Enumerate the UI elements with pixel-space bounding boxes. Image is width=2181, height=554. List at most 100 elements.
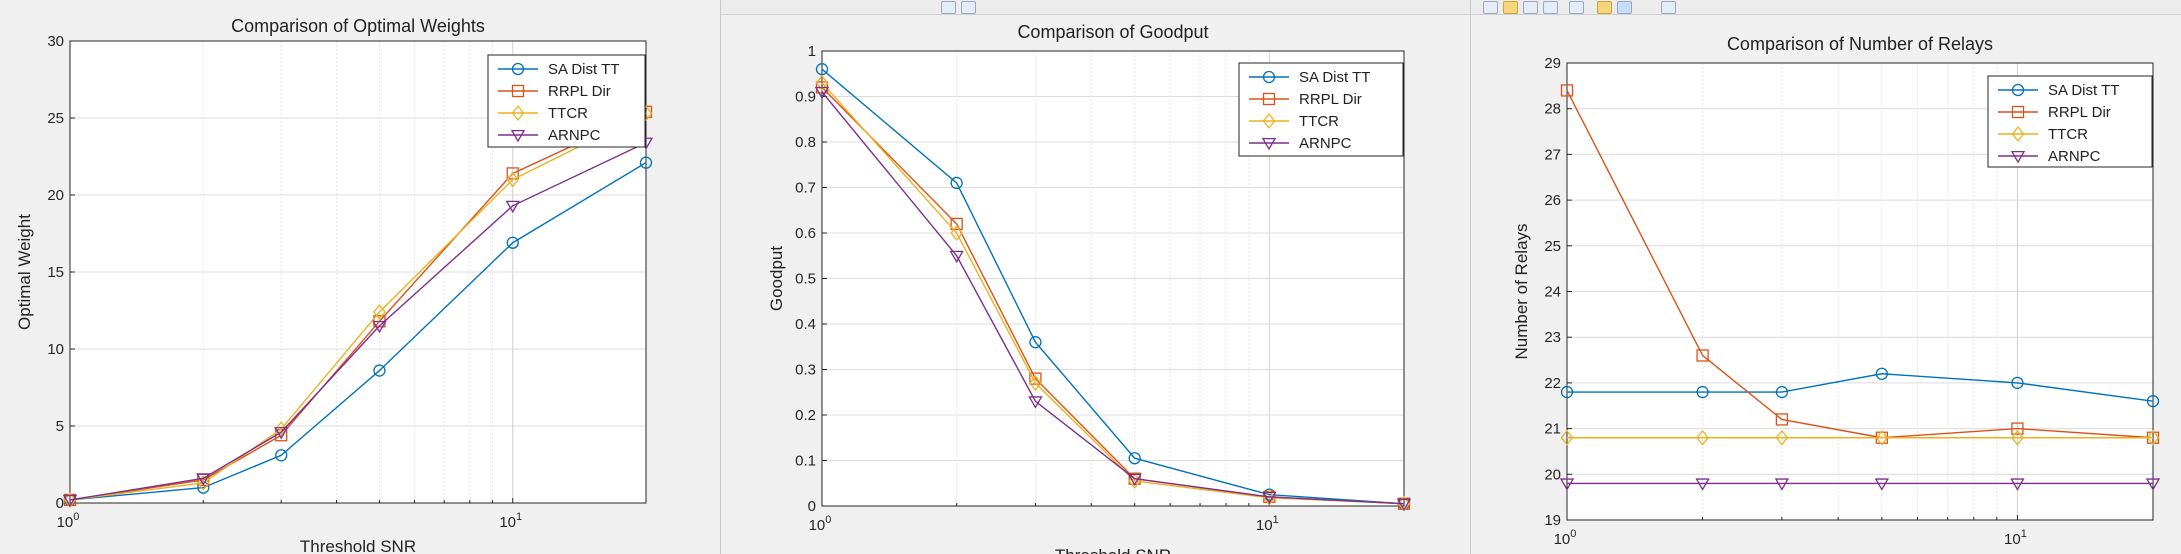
- series-arnpc: [62, 137, 654, 508]
- circle-marker: [950, 176, 963, 190]
- x-tick-label: 101: [2004, 528, 2027, 548]
- square-marker: [950, 217, 963, 231]
- y-tick-label: 0.6: [795, 225, 816, 242]
- series-arnpc: [1559, 478, 2161, 491]
- x-tick-exponent: 0: [825, 514, 831, 526]
- x-tick-label: 100: [1554, 528, 1577, 548]
- y-tick-label: 0.4: [795, 316, 816, 333]
- triangle-marker: [62, 494, 78, 508]
- x-tick-exponent: 0: [1570, 528, 1576, 540]
- y-axis-label: Optimal Weight: [15, 214, 34, 330]
- x-axis-label: Threshold SNR: [1055, 546, 1171, 554]
- diamond-marker: [950, 225, 963, 241]
- triangle-marker: [2010, 150, 2026, 164]
- diamond-marker: [2011, 429, 2024, 446]
- chart-title: Comparison of Goodput: [1017, 22, 1208, 42]
- property-inspector-icon[interactable]: [1661, 1, 1676, 14]
- legend-item: RRPL Dir: [498, 83, 611, 100]
- x-tick-exponent: 1: [516, 511, 522, 523]
- circle-marker: [511, 62, 525, 76]
- print-icon[interactable]: [1543, 1, 1558, 14]
- link-icon[interactable]: [1569, 1, 1584, 14]
- y-tick-label: 0.3: [795, 362, 816, 379]
- save-icon[interactable]: [1523, 1, 1538, 14]
- circle-marker: [1560, 385, 1574, 399]
- circle-marker: [197, 481, 210, 494]
- triangle-marker: [1396, 498, 1412, 512]
- figure-window-number-of-relays: 19 20 21 22 23 24 25 26 27 28 29 100 101 Comparison o…: [1470, 0, 2181, 554]
- series-line: [1567, 373, 2154, 402]
- x-tick-exponent: 1: [2021, 528, 2027, 540]
- triangle-marker: [814, 86, 830, 100]
- y-tick-label: 26: [1544, 192, 1561, 209]
- x-tick-base: 10: [2004, 531, 2021, 548]
- circle-marker: [1262, 70, 1276, 84]
- diamond-marker: [196, 475, 210, 491]
- square-marker: [511, 84, 525, 98]
- y-axis-label: Goodput: [767, 246, 786, 311]
- series-arnpc: [814, 86, 1412, 512]
- series-line: [821, 82, 1405, 505]
- circle-marker: [1029, 336, 1042, 349]
- legend-label: ARNPC: [1299, 135, 1352, 152]
- y-tick-label: 29: [1544, 55, 1561, 72]
- legend-label: TTCR: [2048, 126, 2088, 143]
- series-line: [69, 142, 647, 501]
- legend-item: TTCR: [1249, 113, 1339, 130]
- legend-label: TTCR: [548, 105, 588, 122]
- triangle-marker: [1127, 473, 1142, 487]
- circle-marker: [1128, 452, 1141, 465]
- circle-marker: [1696, 385, 1709, 399]
- diamond-marker: [1775, 429, 1789, 446]
- x-tick-label: 101: [499, 511, 522, 531]
- legend-item: SA Dist TT: [498, 61, 619, 78]
- triangle-marker: [274, 427, 289, 440]
- legend-label: TTCR: [1299, 113, 1339, 130]
- y-tick-label: 0.9: [795, 89, 816, 106]
- y-tick-label: 20: [47, 187, 64, 204]
- y-tick-label: 0: [808, 498, 816, 515]
- diamond-marker: [2146, 429, 2160, 446]
- diamond-marker: [511, 105, 525, 121]
- legend-label: ARNPC: [548, 127, 601, 144]
- series-line: [821, 68, 1405, 505]
- series-line: [1566, 90, 2154, 439]
- circle-marker: [2146, 395, 2160, 408]
- circle-marker: [373, 364, 386, 377]
- toolbar-button[interactable]: [941, 1, 956, 14]
- y-tick-label: 10: [47, 341, 64, 358]
- triangle-marker: [1028, 396, 1043, 409]
- y-tick-label: 25: [47, 110, 64, 127]
- diamond-marker: [815, 74, 829, 91]
- open-folder-icon[interactable]: [1503, 1, 1518, 14]
- series-ttcr: [1560, 429, 2160, 446]
- figure-window-goodput: 0 0.1 0.2 0.3 0.4 0.5 0.6 0.7 0.8 0.9 1 100 101 Compa…: [720, 0, 1471, 554]
- series-line: [69, 162, 647, 501]
- circle-marker: [2011, 376, 2024, 390]
- legend-item: ARNPC: [498, 127, 601, 144]
- insert-colorbar-icon[interactable]: [1597, 1, 1612, 14]
- circle-marker: [506, 236, 519, 249]
- circle-marker: [1775, 385, 1789, 399]
- square-marker: [1560, 84, 1574, 97]
- legend-label: SA Dist TT: [548, 61, 619, 78]
- x-tick-label: 101: [1256, 514, 1279, 534]
- y-tick-label: 30: [47, 33, 64, 50]
- circle-marker: [639, 156, 653, 169]
- square-marker: [1262, 92, 1276, 106]
- y-tick-label: 0.2: [795, 407, 816, 424]
- y-tick-label: 20: [1544, 466, 1561, 483]
- y-axis-label: Number of Relays: [1512, 223, 1531, 359]
- diamond-marker: [1029, 375, 1042, 392]
- y-tick-label: 28: [1544, 101, 1561, 118]
- x-tick-exponent: 0: [73, 511, 79, 523]
- toolbar-button[interactable]: [961, 1, 976, 14]
- triangle-marker: [505, 200, 520, 214]
- legend-label: SA Dist TT: [1299, 69, 1370, 86]
- diamond-marker: [373, 304, 386, 320]
- x-tick-base: 10: [1554, 531, 1571, 548]
- chart-title: Comparison of Optimal Weights: [231, 16, 485, 36]
- insert-legend-icon[interactable]: [1617, 1, 1632, 14]
- new-figure-icon[interactable]: [1483, 1, 1498, 14]
- legend-label: RRPL Dir: [1299, 91, 1362, 108]
